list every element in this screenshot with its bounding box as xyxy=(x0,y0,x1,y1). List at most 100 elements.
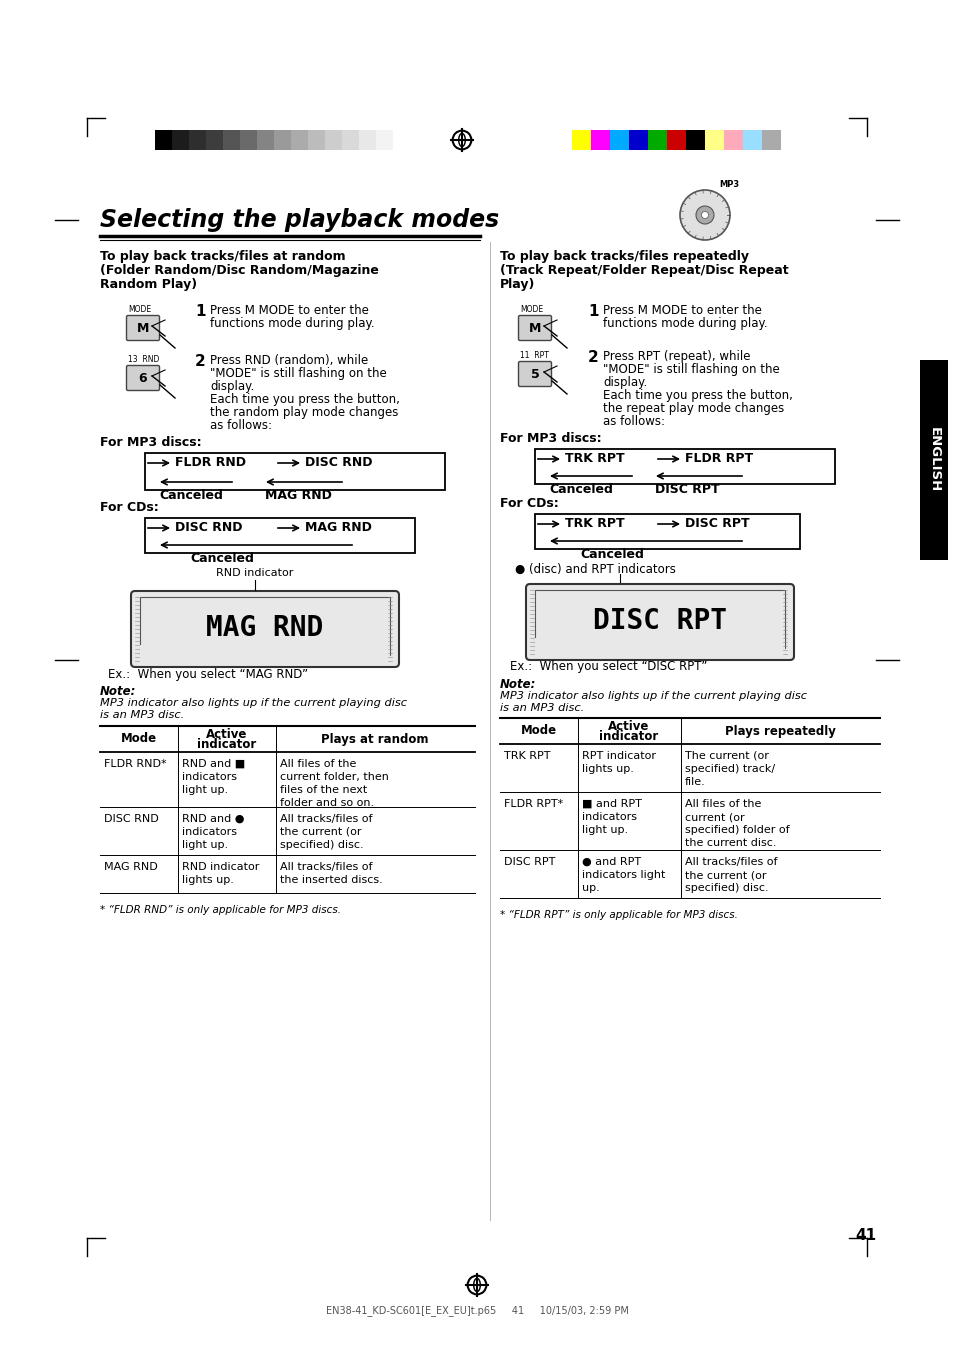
Text: display.: display. xyxy=(602,376,646,389)
Text: RND and ■: RND and ■ xyxy=(182,759,245,769)
Text: is an MP3 disc.: is an MP3 disc. xyxy=(499,703,583,713)
Bar xyxy=(325,130,341,150)
Text: 1: 1 xyxy=(587,304,598,319)
Text: Mode: Mode xyxy=(121,732,157,746)
Text: EN38-41_KD-SC601[E_EX_EU]t.p65     41     10/15/03, 2:59 PM: EN38-41_KD-SC601[E_EX_EU]t.p65 41 10/15/… xyxy=(325,1305,628,1316)
Bar xyxy=(308,130,325,150)
FancyBboxPatch shape xyxy=(127,316,159,340)
Text: MAG RND: MAG RND xyxy=(265,489,332,503)
Text: up.: up. xyxy=(581,884,599,893)
Text: All files of the: All files of the xyxy=(280,759,356,769)
Text: "MODE" is still flashing on the: "MODE" is still flashing on the xyxy=(602,363,779,376)
Circle shape xyxy=(679,190,729,240)
Text: as follows:: as follows: xyxy=(210,419,272,432)
Text: indicators: indicators xyxy=(581,812,637,821)
Text: (Track Repeat/Folder Repeat/Disc Repeat: (Track Repeat/Folder Repeat/Disc Repeat xyxy=(499,263,788,277)
FancyBboxPatch shape xyxy=(127,366,159,390)
Text: functions mode during play.: functions mode during play. xyxy=(210,317,375,330)
Text: specified) track/: specified) track/ xyxy=(684,765,774,774)
Text: RND indicator: RND indicator xyxy=(182,862,259,871)
Bar xyxy=(666,130,685,150)
Text: Press RND (random), while: Press RND (random), while xyxy=(210,354,368,367)
Text: ● and RPT: ● and RPT xyxy=(581,857,640,867)
Text: indicator: indicator xyxy=(598,731,658,743)
Text: RPT indicator: RPT indicator xyxy=(581,751,656,761)
Text: Note:: Note: xyxy=(100,685,136,698)
Text: ENGLISH: ENGLISH xyxy=(926,427,940,493)
Bar xyxy=(919,359,947,561)
Text: files of the next: files of the next xyxy=(280,785,367,794)
Text: light up.: light up. xyxy=(581,825,627,835)
Text: Plays at random: Plays at random xyxy=(321,732,428,746)
Text: Active: Active xyxy=(608,720,649,732)
Text: FLDR RPT*: FLDR RPT* xyxy=(503,798,562,809)
Text: MP3 indicator also lights up if the current playing disc: MP3 indicator also lights up if the curr… xyxy=(100,698,407,708)
Text: MODE: MODE xyxy=(519,305,542,313)
Bar xyxy=(145,517,415,553)
Text: 41: 41 xyxy=(854,1228,875,1243)
Text: "MODE" is still flashing on the: "MODE" is still flashing on the xyxy=(210,367,386,380)
Text: MP3: MP3 xyxy=(719,180,739,189)
Text: To play back tracks/files at random: To play back tracks/files at random xyxy=(100,250,345,263)
Text: DISC RPT: DISC RPT xyxy=(593,607,726,635)
Text: MP3 indicator also lights up if the current playing disc: MP3 indicator also lights up if the curr… xyxy=(499,690,806,701)
Text: 6: 6 xyxy=(138,372,147,385)
Circle shape xyxy=(696,205,713,224)
Text: For MP3 discs:: For MP3 discs: xyxy=(100,436,201,449)
Text: FLDR RND: FLDR RND xyxy=(174,457,246,469)
Text: light up.: light up. xyxy=(182,785,228,794)
Text: FLDR RPT: FLDR RPT xyxy=(684,453,752,465)
Text: MAG RND: MAG RND xyxy=(104,862,157,871)
Bar xyxy=(535,638,784,650)
Text: All tracks/files of: All tracks/files of xyxy=(684,857,777,867)
Text: specified) folder of: specified) folder of xyxy=(684,825,789,835)
Text: Press M MODE to enter the: Press M MODE to enter the xyxy=(210,304,369,317)
Text: * “FLDR RND” is only applicable for MP3 discs.: * “FLDR RND” is only applicable for MP3 … xyxy=(100,905,340,915)
Text: is an MP3 disc.: is an MP3 disc. xyxy=(100,711,184,720)
Text: For CDs:: For CDs: xyxy=(100,501,158,513)
Bar xyxy=(223,130,240,150)
Text: DISC RND: DISC RND xyxy=(305,457,372,469)
Text: For CDs:: For CDs: xyxy=(499,497,558,509)
Text: (Folder Random/Disc Random/Magazine: (Folder Random/Disc Random/Magazine xyxy=(100,263,378,277)
Bar xyxy=(572,130,590,150)
Circle shape xyxy=(700,212,708,219)
Text: To play back tracks/files repeatedly: To play back tracks/files repeatedly xyxy=(499,250,748,263)
Bar xyxy=(761,130,781,150)
Text: Mode: Mode xyxy=(520,724,557,738)
Text: MAG RND: MAG RND xyxy=(206,613,323,642)
Text: 2: 2 xyxy=(587,350,598,365)
Text: Note:: Note: xyxy=(499,678,536,690)
Text: TRK RPT: TRK RPT xyxy=(564,453,624,465)
Bar xyxy=(393,130,410,150)
Text: file.: file. xyxy=(684,777,705,788)
Text: TRK RPT: TRK RPT xyxy=(564,517,624,530)
Text: current folder, then: current folder, then xyxy=(280,771,389,782)
Text: Each time you press the button,: Each time you press the button, xyxy=(602,389,792,403)
Bar xyxy=(154,130,172,150)
Text: MAG RND: MAG RND xyxy=(305,521,372,534)
Text: 13  RND: 13 RND xyxy=(128,355,159,363)
Text: DISC RPT: DISC RPT xyxy=(503,857,555,867)
Text: Canceled: Canceled xyxy=(548,484,612,496)
Bar xyxy=(291,130,308,150)
Text: RND indicator: RND indicator xyxy=(216,567,294,578)
Text: Press M MODE to enter the: Press M MODE to enter the xyxy=(602,304,761,317)
Text: the repeat play mode changes: the repeat play mode changes xyxy=(602,403,783,415)
Text: All tracks/files of: All tracks/files of xyxy=(280,815,372,824)
Bar xyxy=(240,130,256,150)
Bar xyxy=(140,597,390,655)
Text: Each time you press the button,: Each time you press the button, xyxy=(210,393,399,407)
Text: TRK RPT: TRK RPT xyxy=(503,751,550,761)
Text: 1: 1 xyxy=(194,304,205,319)
Text: The current (or: The current (or xyxy=(684,751,768,761)
Text: display.: display. xyxy=(210,380,254,393)
Bar xyxy=(256,130,274,150)
Bar xyxy=(535,590,784,648)
Bar xyxy=(145,453,444,490)
Text: Ex.:  When you select “MAG RND”: Ex.: When you select “MAG RND” xyxy=(108,667,308,681)
Text: current (or: current (or xyxy=(684,812,744,821)
Text: DISC RPT: DISC RPT xyxy=(655,484,719,496)
Text: Random Play): Random Play) xyxy=(100,278,197,290)
Text: FLDR RND*: FLDR RND* xyxy=(104,759,167,769)
